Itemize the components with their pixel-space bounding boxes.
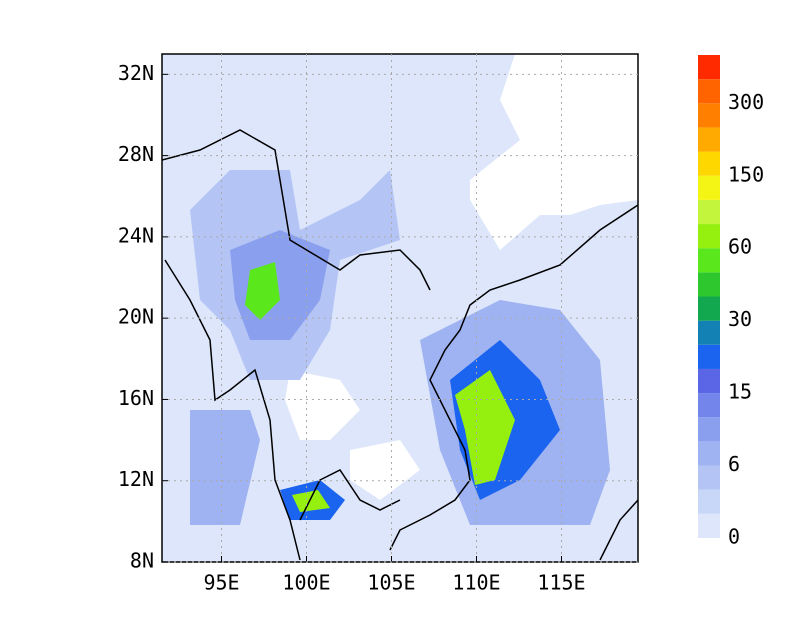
y-tick-label: 16N xyxy=(118,386,154,410)
border xyxy=(162,129,431,291)
colorbar-box xyxy=(698,55,720,80)
colorbar-box xyxy=(698,103,720,128)
field-contour xyxy=(455,370,515,485)
axes: 95E 100E 105E 110E 115E 8N 12N 16N 20N 24N 28N 32N xyxy=(118,54,638,595)
x-tick-label: 115E xyxy=(537,571,585,595)
y-tick-label: 32N xyxy=(118,61,154,85)
plot-frame xyxy=(161,53,639,563)
field-contour xyxy=(190,410,260,525)
y-tick-label: 28N xyxy=(118,142,154,166)
precip-field xyxy=(162,54,638,562)
colorbar-box xyxy=(698,344,720,369)
colorbar-label: 60 xyxy=(728,235,752,259)
colorbar-box xyxy=(698,513,720,538)
colorbar: 0 6 15 30 60 150 300 xyxy=(698,55,764,549)
colorbar-box xyxy=(698,224,720,249)
colorbar-box xyxy=(698,393,720,418)
colorbar-box xyxy=(698,441,720,466)
dry-area xyxy=(470,54,638,250)
y-tick-label: 12N xyxy=(118,467,154,491)
colorbar-box xyxy=(698,417,720,442)
y-tick-label: 20N xyxy=(118,305,154,329)
colorbar-box xyxy=(698,489,720,514)
colorbar-label: 15 xyxy=(728,380,752,404)
dry-area xyxy=(285,370,360,440)
colorbar-label: 0 xyxy=(728,525,740,549)
dry-area xyxy=(350,440,420,500)
colorbar-box xyxy=(698,175,720,200)
coastline xyxy=(164,259,301,561)
colorbar-label: 300 xyxy=(728,90,764,114)
y-tick-label: 8N xyxy=(130,549,154,573)
colorbar-box xyxy=(698,272,720,297)
colorbar-box xyxy=(698,368,720,394)
colorbar-box xyxy=(698,151,720,176)
coastline xyxy=(389,204,638,551)
colorbar-box xyxy=(698,79,720,104)
x-tick-label: 110E xyxy=(452,571,500,595)
colorbar-box xyxy=(698,465,720,490)
x-tick-label: 105E xyxy=(367,571,415,595)
colorbar-box xyxy=(698,296,720,321)
x-tick-label: 100E xyxy=(282,571,330,595)
coastline xyxy=(299,469,401,521)
colorbar-label: 30 xyxy=(728,307,752,331)
colorbar-label: 6 xyxy=(728,452,740,476)
field-contour xyxy=(292,490,330,512)
field-contour xyxy=(245,262,280,320)
coastline xyxy=(599,499,638,561)
colorbar-label: 150 xyxy=(728,162,764,186)
colorbar-box xyxy=(698,320,720,345)
colorbar-box xyxy=(698,199,720,225)
y-tick-label: 24N xyxy=(118,223,154,247)
x-tick-label: 95E xyxy=(203,571,239,595)
colorbar-box xyxy=(698,248,720,273)
colorbar-box xyxy=(698,127,720,152)
